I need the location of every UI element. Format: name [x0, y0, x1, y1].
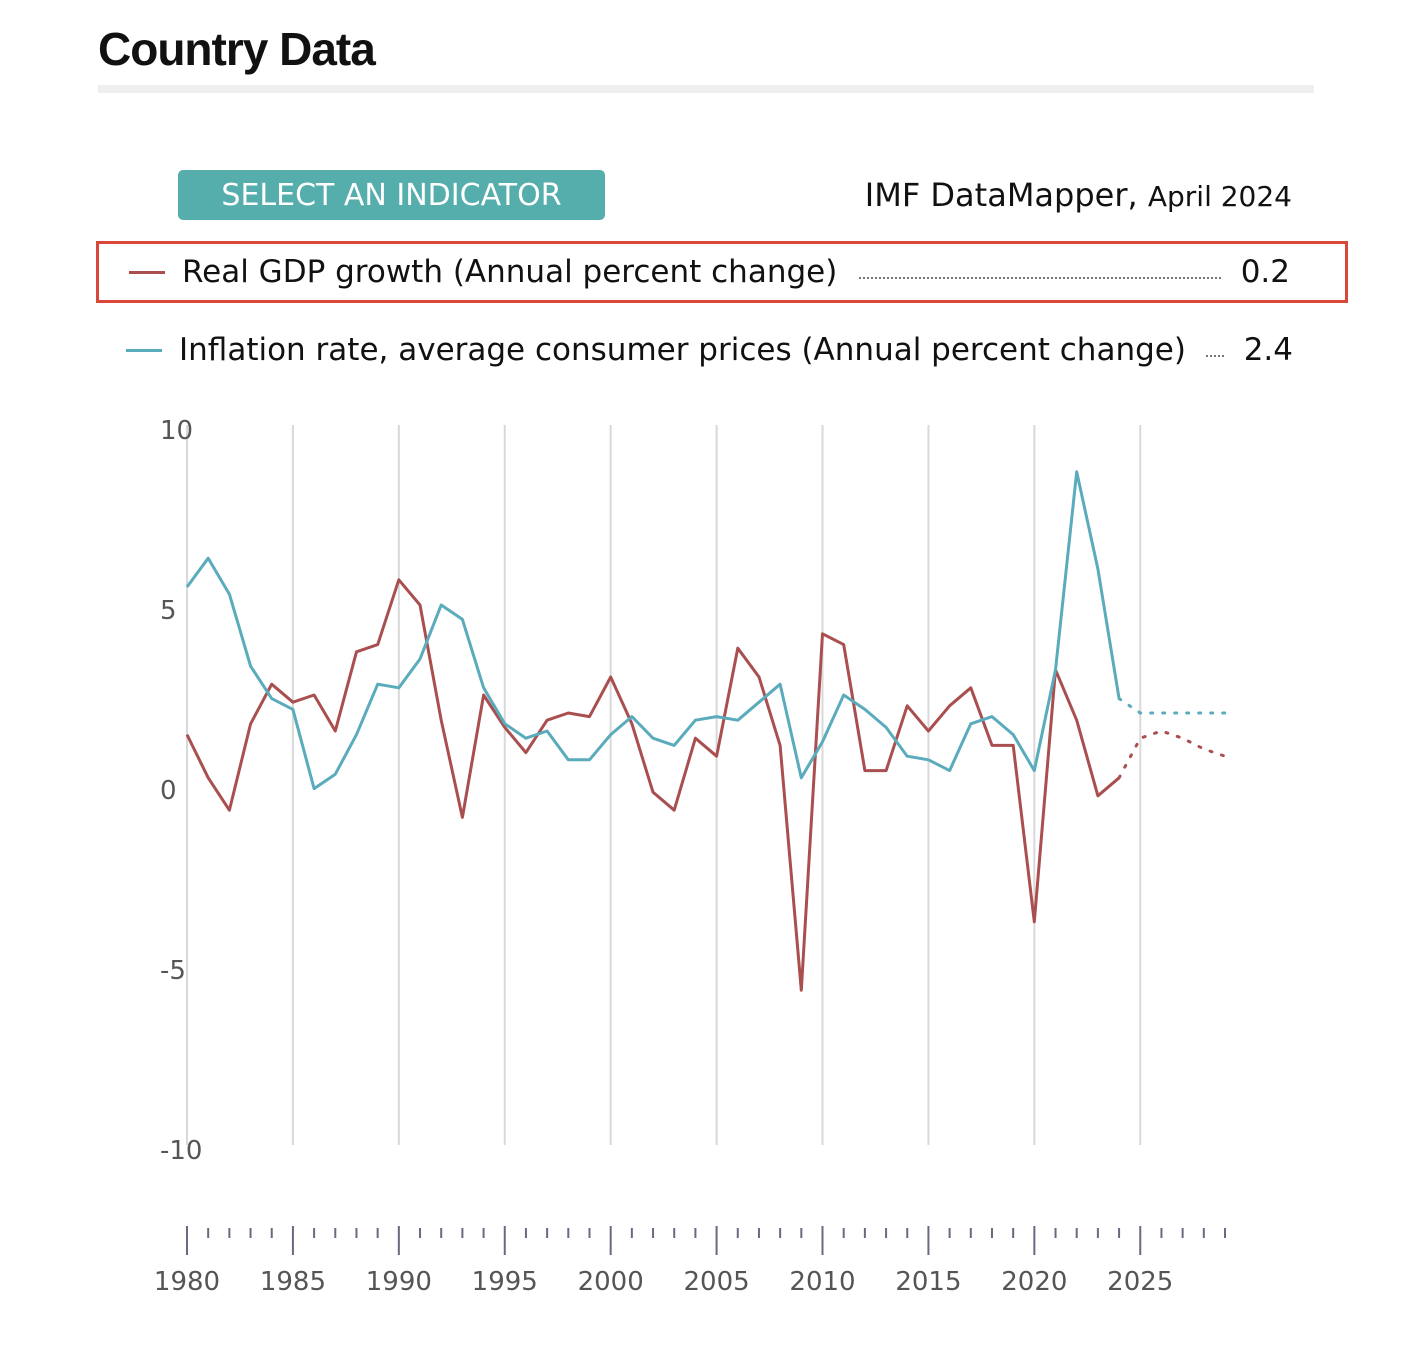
y-tick-label: -10	[160, 1136, 202, 1166]
x-tick-label: 1985	[260, 1267, 326, 1297]
series-line-0	[185, 578, 1121, 992]
source-name: IMF DataMapper,	[864, 176, 1138, 214]
inflation-swatch	[126, 348, 162, 352]
source-date: April 2024	[1147, 180, 1292, 213]
title-divider	[98, 85, 1314, 93]
y-tick-label: 10	[160, 416, 193, 446]
select-indicator-button[interactable]: SELECT AN INDICATOR	[178, 170, 605, 220]
leader-dots	[1205, 355, 1224, 357]
y-tick-label: 5	[160, 596, 177, 626]
x-tick-label: 1995	[472, 1267, 538, 1297]
x-tick-label: 1990	[366, 1267, 432, 1297]
x-tick-label: 2020	[1001, 1267, 1067, 1297]
legend-label: Real GDP growth (Annual percent change)	[182, 254, 838, 290]
legend-label: Inflation rate, average consumer prices …	[179, 332, 1186, 368]
series-projection-1	[1117, 697, 1227, 715]
y-tick-label: -5	[160, 956, 186, 986]
source-attribution: IMF DataMapper, April 2024	[865, 176, 1292, 214]
legend-value: 2.4	[1243, 332, 1293, 368]
legend-item-gdp-growth[interactable]: Real GDP growth (Annual percent change) …	[96, 241, 1348, 303]
page-title: Country Data	[98, 23, 376, 75]
legend-value: 0.2	[1240, 254, 1290, 290]
x-tick-label: 2005	[684, 1267, 750, 1297]
x-tick-label: 2025	[1107, 1267, 1173, 1297]
x-tick-label: 1980	[154, 1267, 220, 1297]
series-projection-0	[1117, 729, 1227, 780]
x-tick-label: 2000	[578, 1267, 644, 1297]
x-tick-label: 2015	[895, 1267, 961, 1297]
series-line-1	[185, 470, 1121, 791]
leader-dots	[859, 277, 1221, 279]
legend-item-inflation[interactable]: Inflation rate, average consumer prices …	[96, 319, 1348, 381]
x-tick-label: 2010	[789, 1267, 855, 1297]
gdp-growth-swatch	[129, 270, 165, 274]
y-tick-label: 0	[160, 776, 177, 806]
